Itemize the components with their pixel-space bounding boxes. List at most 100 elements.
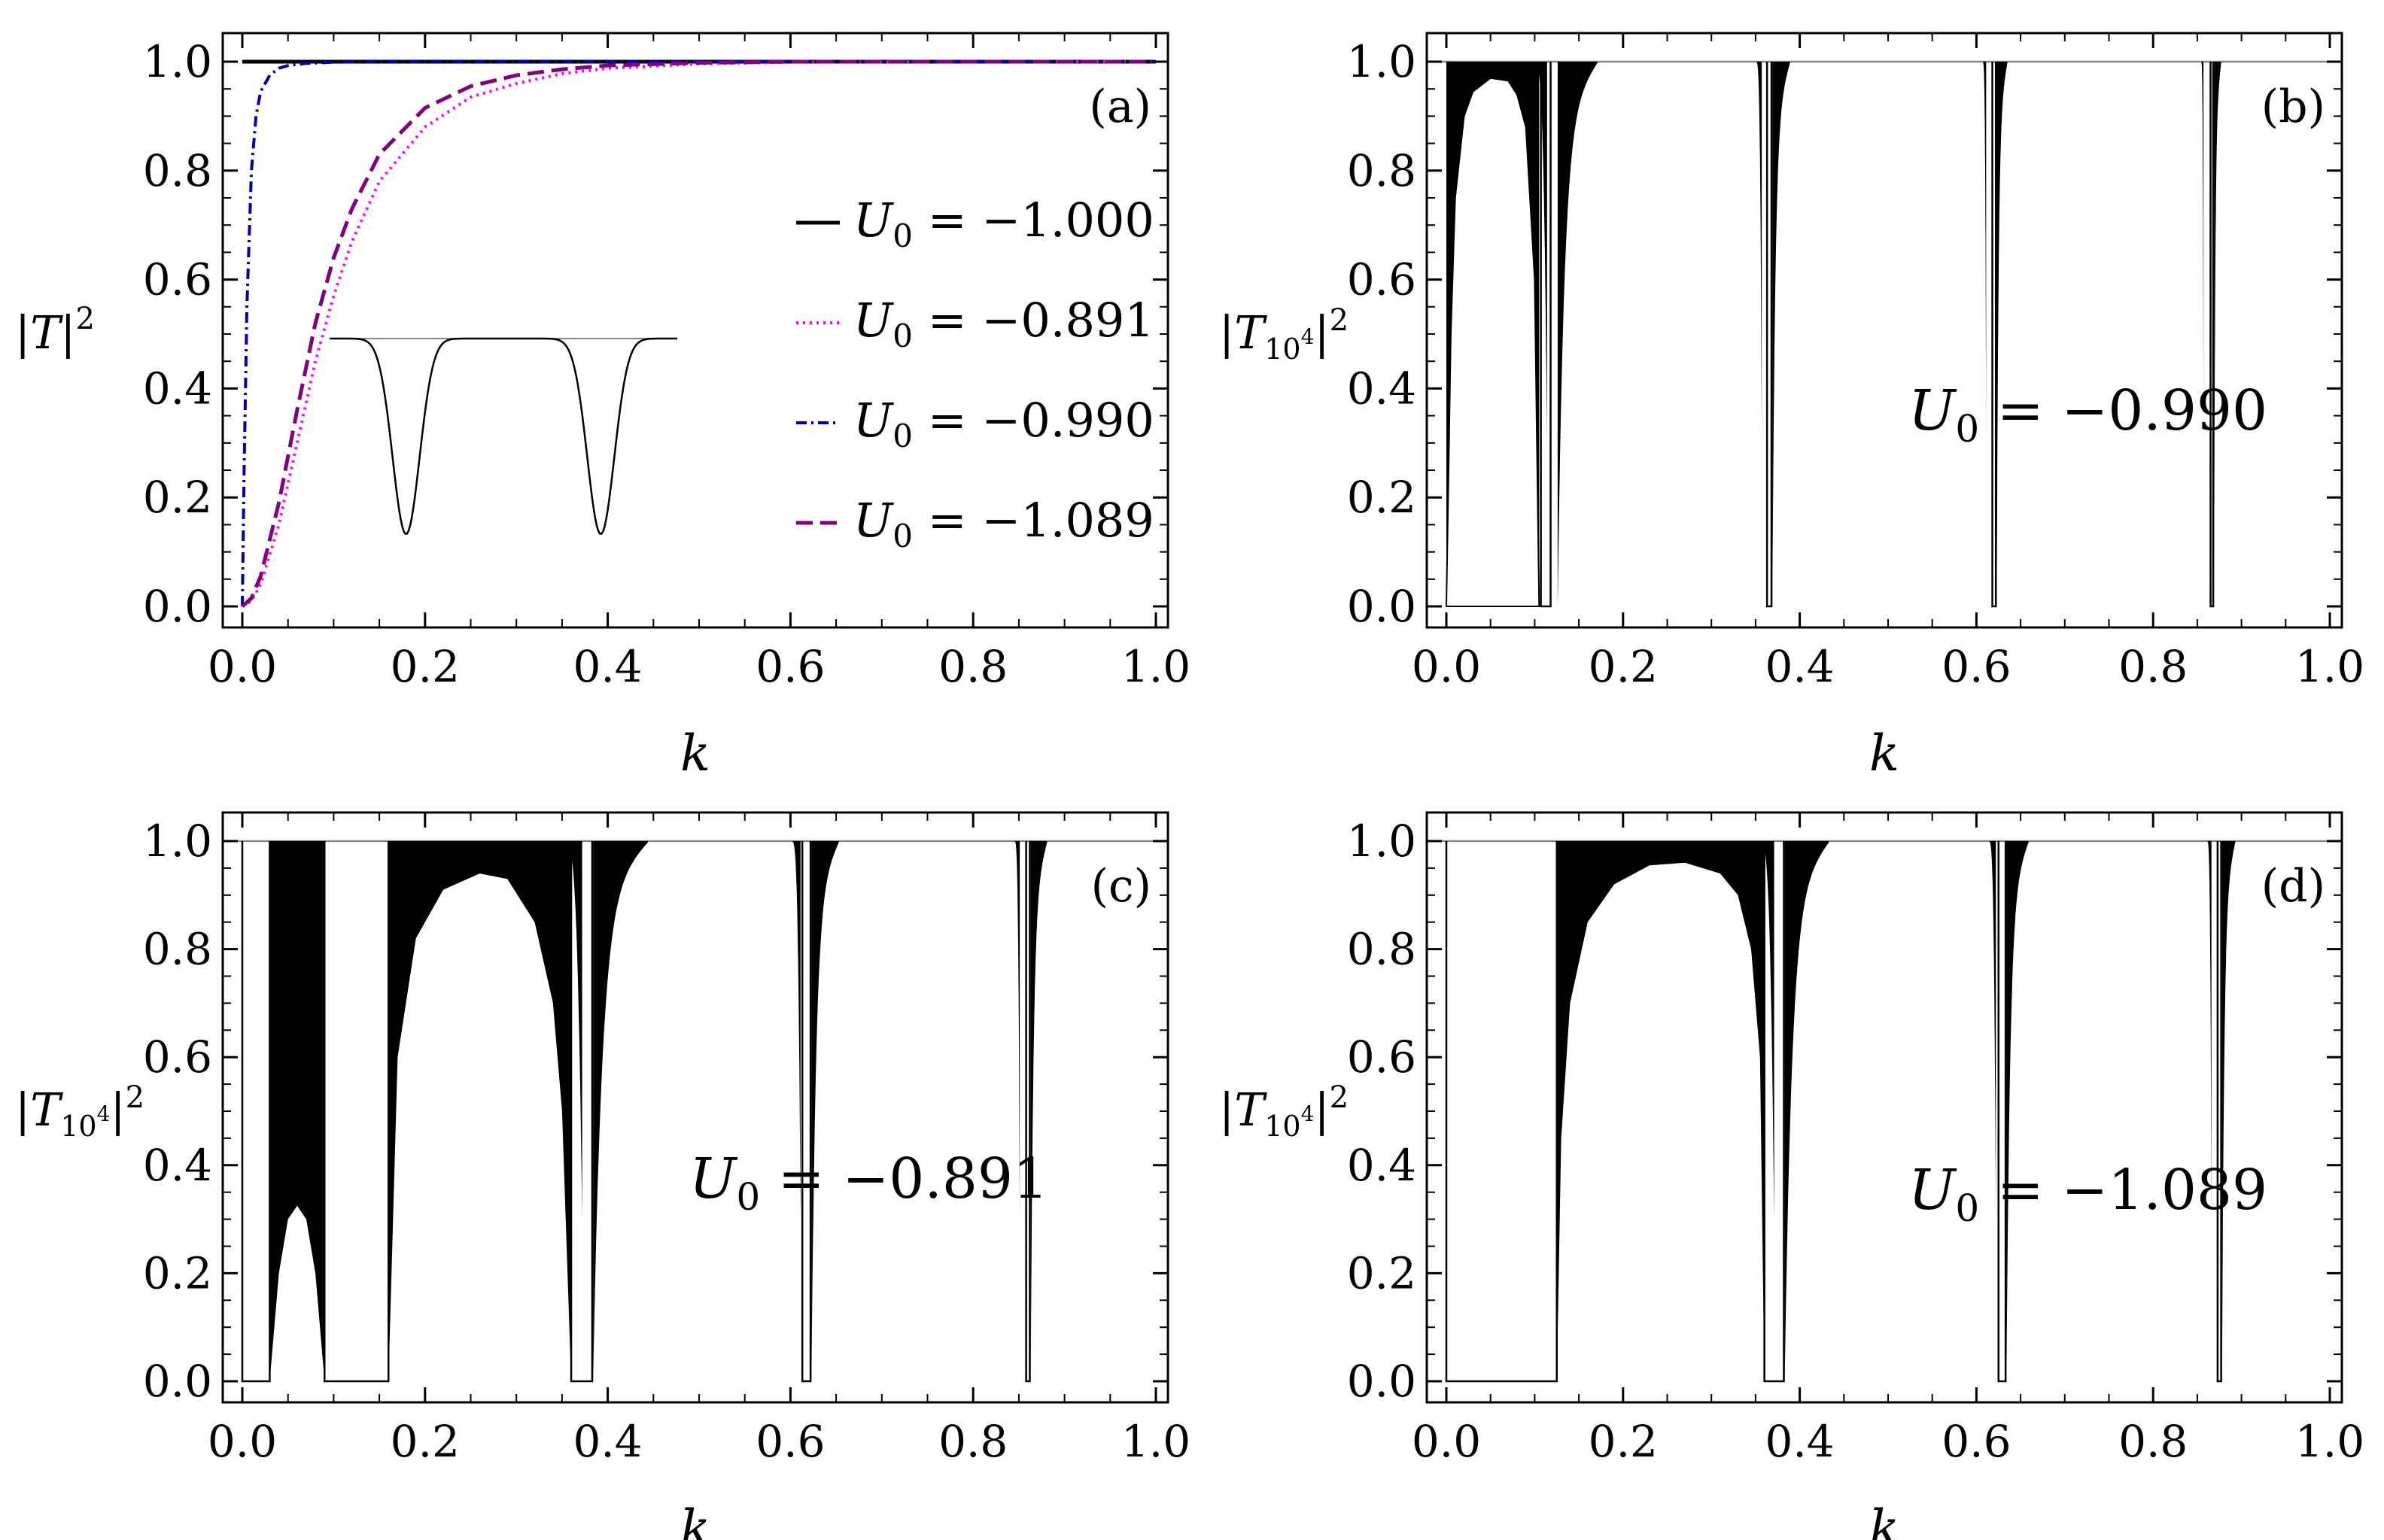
plot-frame [221,32,1169,629]
x-tick-label: 0.6 [1942,1416,2011,1467]
x-axis-label: k [1869,724,1899,782]
notch-1 [791,841,801,1220]
x-axis-label: k [680,724,710,782]
y-tick-label: 0.4 [143,1140,212,1191]
y-tick-label: 0.0 [1347,581,1416,632]
legend-label-2: U0 = −0.990 [853,393,1154,454]
y-axis-label: |T104|2 [1219,303,1349,366]
notch-0 [563,841,582,1220]
panel-c: U0 = −0.891 0.0 0.2 0.4 0.6 0.8 1.0 0.0 0.2 0.4 0.… [15,811,1190,1540]
dip-0 [1784,841,1829,1381]
x-tick-label: 0.8 [2118,641,2188,692]
y-tick-label: 0.8 [1347,145,1416,196]
y-tick-label: 1.0 [1347,816,1416,867]
gap-0 [241,841,271,1383]
y-tick-label: 0.8 [143,924,212,975]
x-tick-label: 0.0 [1412,641,1481,692]
plot-frame [1425,32,2343,629]
panel-a: U0 = −1.000 U0 = −0.891 U0 = −0.990 U0 = −1… [15,32,1190,782]
legend-label-1: U0 = −0.891 [853,293,1154,354]
gap-2 [1997,841,2007,1383]
gap-0 [1445,841,1558,1383]
y-tick-label: 0.6 [143,254,212,305]
y-tick-label: 1.0 [143,36,212,87]
x-axis-label: k [1869,1499,1899,1540]
plot-frame [1425,811,2343,1404]
panel-tag: (d) [2261,860,2325,913]
panel-d: U0 = −1.089 0.0 0.2 0.4 0.6 0.8 1.0 0.0 0.2 0.4 0.… [1219,811,2364,1540]
y-tick-label: 0.4 [1347,1140,1416,1191]
gap-1 [324,841,390,1383]
dip-2 [2221,841,2236,1381]
y-axis-label: |T104|2 [1219,1080,1349,1143]
x-tick-label: 0.0 [208,1416,277,1467]
band-fill-1 [388,841,572,1381]
x-tick-label: 0.2 [1589,1416,1658,1467]
gap-3 [801,841,812,1383]
x-tick-label: 0.4 [1765,641,1834,692]
band-fill-0 [1446,62,1540,606]
notch-2 [1014,841,1020,1220]
band-fill-0 [1556,841,1765,1381]
x-tick-label: 0.2 [391,1416,460,1467]
y-tick-label: 0.2 [1347,1247,1416,1299]
dip-0 [593,841,649,1381]
series-line-1 [241,60,1156,608]
gap-0 [1540,62,1552,608]
x-tick-label: 0.6 [756,641,825,692]
annotation-u0: U0 = −1.089 [1908,1158,2267,1230]
x-tick-label: 1.0 [1121,641,1190,692]
annotation-u0: U0 = −0.990 [1908,378,2267,451]
x-tick-label: 0.0 [1412,1416,1481,1467]
x-tick-label: 0.4 [573,1416,642,1467]
band-interior-0 [1445,77,1540,607]
dip-1 [2006,841,2029,1381]
y-tick-label: 0.0 [143,1356,212,1407]
dip-0 [1557,62,1598,606]
x-tick-label: 0.8 [938,1416,1008,1467]
x-tick-label: 0.4 [573,641,642,692]
x-tick-label: 0.0 [208,641,277,692]
x-tick-label: 0.6 [756,1416,825,1467]
y-tick-label: 0.6 [1347,1031,1416,1083]
x-tick-label: 0.8 [2118,1416,2188,1467]
legend-label-0: U0 = −1.000 [853,193,1154,254]
dip-3 [2214,62,2221,606]
panel-b: U0 = −0.990 0.0 0.2 0.4 0.6 0.8 1.0 0.0 0.2 0.4 0.… [1219,32,2364,782]
notch-2 [1982,62,1987,443]
x-tick-label: 0.6 [1942,641,2011,692]
y-tick-label: 1.0 [1347,36,1416,87]
panel-tag: (b) [2261,80,2325,133]
y-tick-label: 0.4 [143,363,212,414]
plot-frame [221,811,1169,1404]
gap-3 [2209,62,2215,608]
y-tick-label: 0.4 [1347,363,1416,414]
x-tick-label: 0.2 [1589,641,1658,692]
legend-label-3: U0 = −1.089 [853,493,1154,554]
panel-tag: (a) [1089,80,1151,133]
inset-potential-wells [330,337,677,536]
x-tick-label: 0.2 [391,641,460,692]
y-axis-label: |T104|2 [15,1080,144,1143]
x-tick-label: 1.0 [2295,641,2364,692]
gap-1 [1765,62,1773,608]
gap-3 [2216,841,2222,1383]
y-tick-label: 0.6 [1347,254,1416,305]
y-tick-label: 0.2 [143,472,212,523]
x-tick-label: 1.0 [1121,1416,1190,1467]
gap-1 [1763,841,1785,1383]
dip-2 [1030,841,1048,1381]
x-tick-label: 0.8 [938,641,1008,692]
notch-2 [2206,841,2212,1220]
dip-1 [811,841,839,1381]
notch-1 [1755,62,1762,443]
x-tick-label: 1.0 [2295,1416,2364,1467]
band-fill-0 [269,841,325,1381]
y-tick-label: 0.0 [1347,1356,1416,1407]
notch-3 [2200,62,2204,443]
notch-0 [1533,62,1547,443]
y-tick-label: 0.0 [143,581,212,632]
y-tick-label: 0.2 [1347,472,1416,523]
y-tick-label: 0.6 [143,1031,212,1083]
